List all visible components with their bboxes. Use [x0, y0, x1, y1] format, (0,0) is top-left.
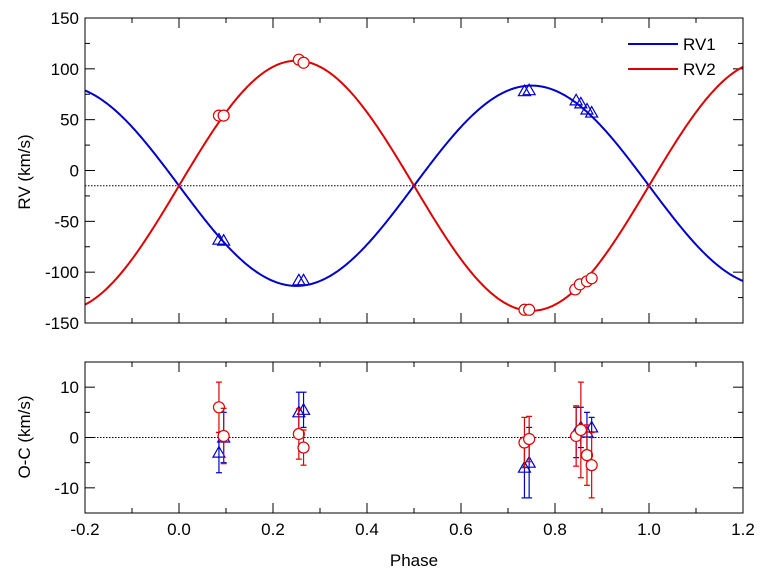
legend-label-rv1: RV1	[683, 35, 716, 54]
residual-point-rv1	[211, 445, 226, 458]
legend: RV1 RV2	[628, 35, 716, 79]
residual-point-rv2	[580, 449, 594, 462]
y-tick-label: 10	[60, 378, 79, 397]
y-tick-label: -150	[45, 314, 79, 333]
y-tick-label: -50	[54, 212, 79, 231]
y-tick-label: 0	[70, 429, 79, 448]
y-tick-label: 100	[51, 60, 79, 79]
y-tick-label: 50	[60, 111, 79, 130]
x-tick-label: 1.0	[637, 520, 661, 539]
rv-panel-frame	[84, 17, 744, 324]
x-tick-label: 1.2	[731, 520, 755, 539]
rv-curves	[85, 59, 743, 312]
rv-panel: -150 -100 -50 0 50 100 150 RV (km/s) RV1 RV2	[15, 9, 744, 333]
residual-panel-frame	[84, 361, 744, 514]
rv-panel-tick-labels: -150 -100 -50 0 50 100 150	[45, 9, 79, 333]
y-tick-label: 0	[70, 162, 79, 181]
y-tick-label: -10	[54, 479, 79, 498]
model-curve-rv2	[85, 59, 743, 312]
rv-point-rv1	[216, 233, 231, 246]
rv-point-rv2	[297, 56, 310, 69]
residual-point-rv2	[292, 427, 305, 441]
y-tick-label: -100	[45, 263, 79, 282]
x-tick-label: 0.0	[167, 520, 191, 539]
residual-point-rv2	[217, 429, 230, 443]
residual-point-rv2	[585, 459, 598, 472]
residual-points	[211, 381, 599, 499]
x-axis-label: Phase	[390, 551, 438, 570]
residual-point-rv2	[212, 401, 226, 414]
rv-point-rv2	[585, 272, 598, 285]
rv-panel-ylabel: RV (km/s)	[15, 134, 34, 209]
residual-panel: -10 0 10 -0.2 0.0 0.2 0.4 0.6 0.8 1.0 1.2 O-C (km/…	[15, 361, 755, 570]
rv-point-rv1	[211, 232, 226, 245]
rv-points	[211, 53, 599, 316]
residual-panel-ylabel: O-C (km/s)	[15, 395, 34, 478]
x-tick-label: 0.4	[355, 520, 379, 539]
residual-point-rv2	[574, 423, 587, 437]
rv-point-rv1	[522, 82, 537, 96]
rv-point-rv1	[296, 273, 311, 286]
rv-point-rv1	[584, 105, 599, 118]
rv-point-rv1	[517, 83, 532, 97]
y-tick-label: 150	[51, 9, 79, 28]
residual-point-rv2	[523, 432, 536, 446]
residual-point-rv2	[297, 441, 310, 454]
x-tick-label: 0.8	[543, 520, 567, 539]
x-tick-label: 0.2	[261, 520, 285, 539]
rv-point-rv2	[217, 109, 230, 122]
legend-label-rv2: RV2	[683, 60, 716, 79]
residual-panel-tick-labels: -10 0 10 -0.2 0.0 0.2 0.4 0.6 0.8 1.0 1.2	[54, 378, 754, 539]
rv-point-rv2	[523, 303, 536, 316]
x-tick-label: 0.6	[449, 520, 473, 539]
rv-point-rv1	[573, 96, 588, 109]
rv-panel-ticks	[84, 17, 744, 324]
x-tick-label: -0.2	[70, 520, 99, 539]
